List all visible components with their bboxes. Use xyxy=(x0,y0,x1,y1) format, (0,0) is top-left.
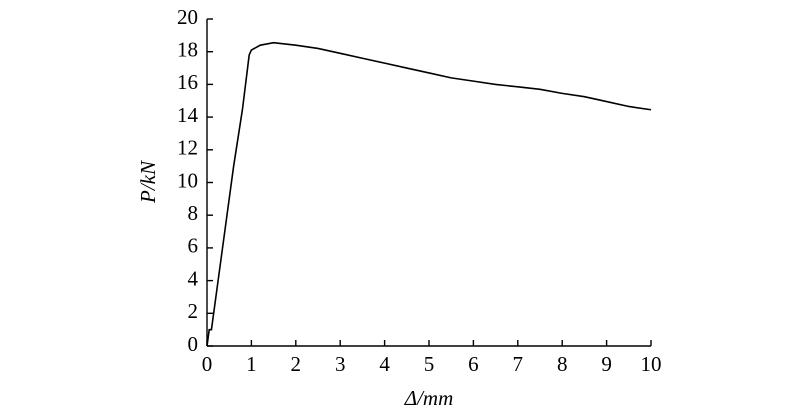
x-tick-label: 7 xyxy=(513,352,524,376)
y-tick-label: 10 xyxy=(177,168,198,192)
y-tick-label: 6 xyxy=(188,234,199,258)
y-tick-label: 14 xyxy=(177,103,199,127)
y-tick-label: 2 xyxy=(188,299,199,323)
x-tick-label: 1 xyxy=(246,352,257,376)
x-axis-label: Δ/mm xyxy=(404,386,454,410)
x-tick-label: 9 xyxy=(601,352,612,376)
x-tick-label: 8 xyxy=(557,352,568,376)
y-axis-label: P/kN xyxy=(136,160,160,204)
y-tick-label: 12 xyxy=(177,136,198,160)
data-line xyxy=(206,41,652,347)
x-tick-label: 2 xyxy=(291,352,302,376)
y-tick-label: 0 xyxy=(188,332,199,356)
y-tick-label: 4 xyxy=(188,266,199,290)
x-tick-label: 0 xyxy=(202,352,213,376)
y-tick-label: 18 xyxy=(177,38,198,62)
x-tick-label: 4 xyxy=(379,352,390,376)
x-tick-label: 3 xyxy=(335,352,346,376)
x-tick-label: 10 xyxy=(641,352,662,376)
y-tick-label: 16 xyxy=(177,70,198,94)
x-tick-label: 5 xyxy=(424,352,435,376)
x-tick-label: 6 xyxy=(468,352,479,376)
y-tick-label: 20 xyxy=(177,5,198,29)
y-tick-label: 8 xyxy=(188,201,199,225)
